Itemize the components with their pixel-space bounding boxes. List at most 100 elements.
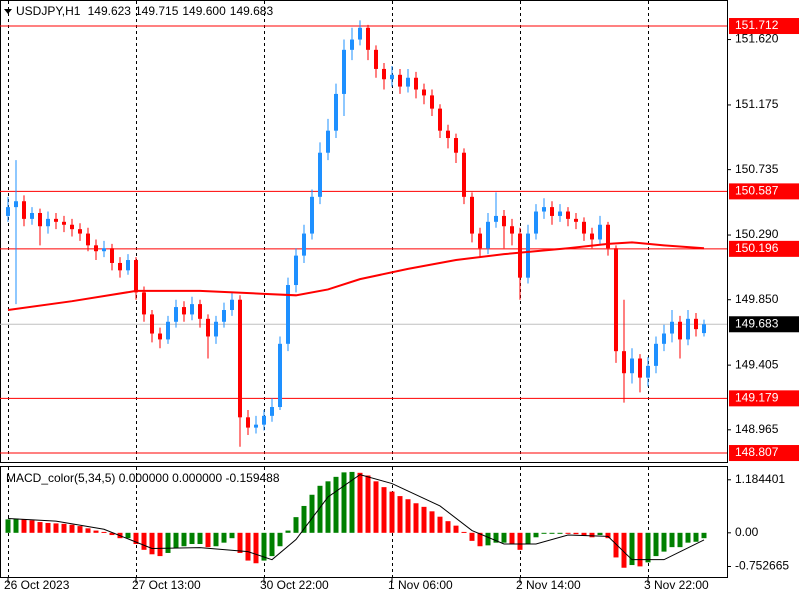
macd-bar [173,532,179,549]
macd-bar [565,532,571,534]
candle-body [614,248,618,352]
candle-body [6,207,10,216]
candle-body [198,304,202,319]
candle-body [518,233,522,278]
macd-bar [365,475,371,533]
level-label-box [729,18,799,35]
macd-bar [85,528,91,533]
level-label-box [729,445,799,462]
macd-bar [461,531,467,533]
macd-bar [517,532,523,550]
candle-body [646,365,650,378]
candle-body [118,262,122,271]
macd-bar [157,532,163,557]
candle-body [510,226,514,234]
menu-triangle[interactable] [4,9,12,14]
price-label-box [729,316,799,333]
candle-body [350,39,354,50]
macd-bar [701,532,707,539]
candle-body [150,314,154,334]
candle-body [542,207,546,212]
macd-bar [405,499,411,533]
x-tick-label: 27 Oct 13:00 [132,578,201,592]
candle-body [94,245,98,252]
candle-body [526,233,530,278]
macd-bar [541,532,547,534]
macd-bar [325,481,331,533]
candle-body [230,299,234,311]
macd-bar [645,532,651,563]
macd-bar [581,532,587,536]
candle-body [86,233,90,246]
last-low: 149.600 [182,4,226,18]
macd-bar [237,532,243,553]
macd-bar [613,532,619,558]
macd-bar [333,476,339,533]
candle-body [662,333,666,344]
macd-bar [53,523,59,533]
candle-body [238,299,242,418]
candle-body [630,358,634,374]
y-tick-label: 151.620 [735,32,779,46]
macd-bar [181,532,187,547]
candle-body [486,221,490,249]
macd-bar [221,532,227,543]
level-label: 149.179 [735,391,779,405]
candle-body [462,152,466,197]
candle-body [182,307,186,315]
macd-bar [661,532,667,552]
candle-body [438,108,442,131]
macd-bar [29,520,35,533]
macd-bar [621,532,627,568]
candle-body [222,310,226,322]
macd-bar [685,532,691,543]
candle-body [246,417,250,428]
macd-bar [557,532,563,534]
x-tick-label: 1 Nov 06:00 [388,578,453,592]
macd-bar [213,532,219,547]
candle-body [430,95,434,109]
candle-body [22,201,26,219]
macd-bar [317,485,323,533]
candle-body [494,215,498,222]
macd-bar [493,532,499,543]
candle-body [70,224,74,230]
y-tick-label: 150.290 [735,227,779,241]
macd-bar [253,532,259,564]
macd-bar [589,532,595,538]
macd-bar [533,532,539,538]
macd-bar [653,532,659,557]
y-tick-label: 148.965 [735,422,779,436]
signal-line [7,474,705,561]
candle-body [134,260,138,293]
macd-bar [269,532,275,557]
candle-body [502,215,506,227]
candle-body [478,233,482,249]
macd-bar [469,532,475,541]
candle-body [470,196,474,234]
y-tick-label: 0.00 [735,525,759,539]
macd-bar [205,532,211,548]
candle-body [558,211,562,216]
level-label-box [729,240,799,257]
candle-body [126,260,130,271]
candle-body [446,130,450,139]
macd-bar [293,517,299,533]
candle-body [286,285,290,344]
candle-body [46,218,50,227]
candle-body [278,343,282,408]
y-tick-label: 149.405 [735,357,779,371]
macd-bar [397,496,403,533]
level-label: 148.807 [735,445,779,459]
macd-bar [141,532,147,550]
macd-bar [573,532,579,535]
macd-bar [597,532,603,536]
candle-body [174,307,178,322]
level-label-box [729,183,799,200]
candle-body [550,207,554,216]
macd-bar [109,532,115,536]
candle-body [78,229,82,234]
macd-bar [301,505,307,533]
last-close: 149.683 [230,4,274,18]
macd-bar [125,532,131,539]
